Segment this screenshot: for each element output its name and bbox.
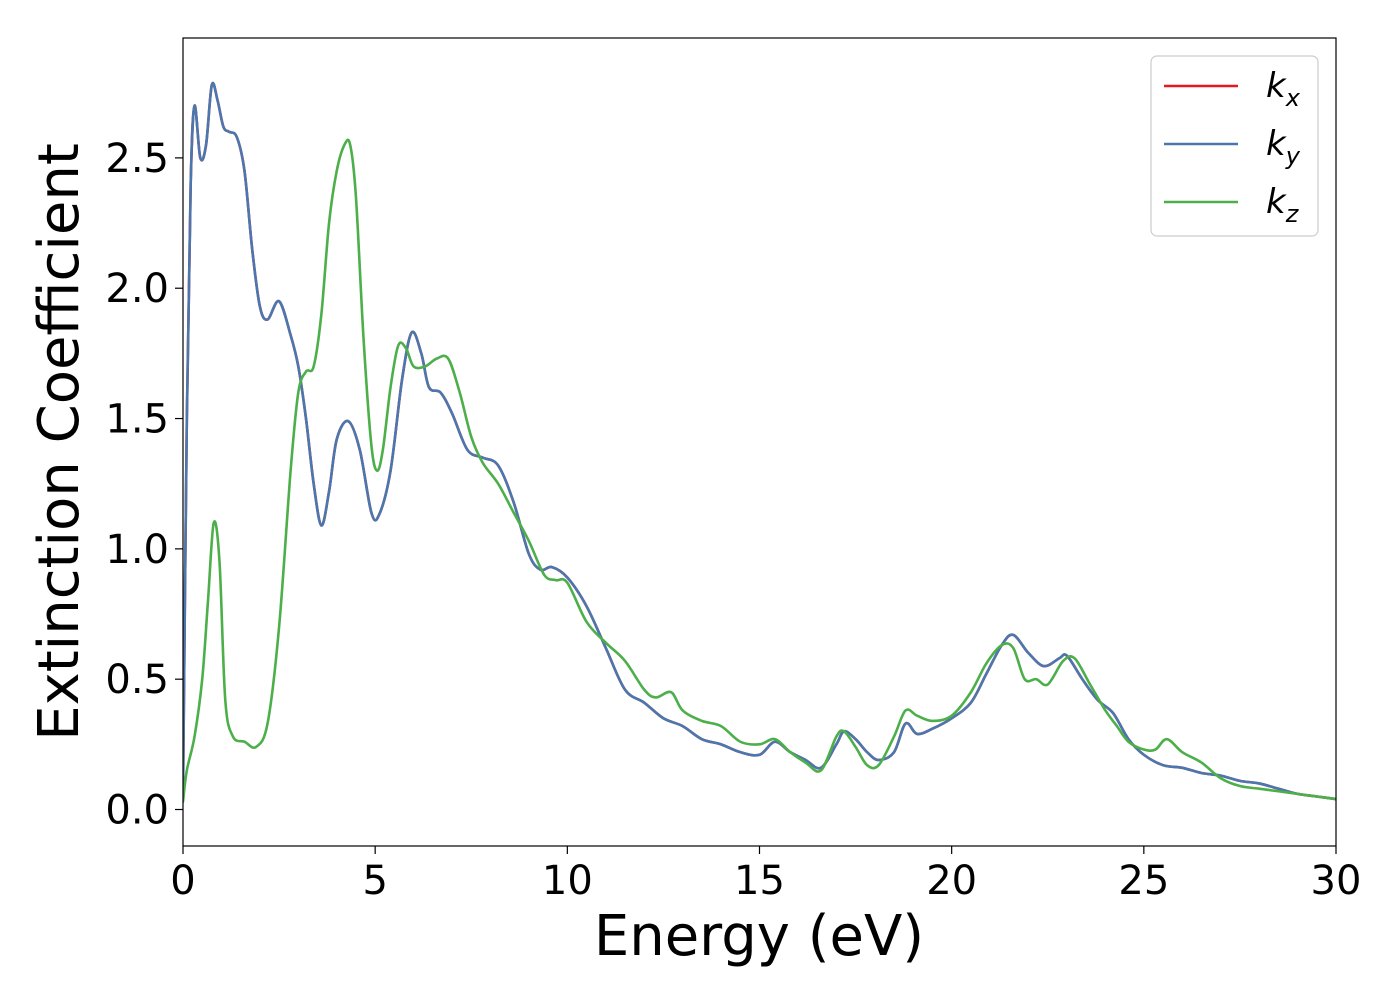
y-tick-label: 2.5 — [105, 136, 169, 182]
y-tick-label: 1.5 — [105, 397, 169, 443]
legend-label-subscript: x — [1285, 84, 1301, 112]
y-tick-label: 0.5 — [105, 657, 169, 703]
legend-label-y: ky — [1266, 124, 1301, 170]
x-axis: 0 5 10 15 20 25 30 — [170, 846, 1361, 904]
legend-box — [1150, 55, 1319, 237]
legend-label-z: kz — [1266, 182, 1300, 228]
legend-label-subscript: y — [1285, 142, 1301, 170]
y-tick-label: 1.0 — [105, 527, 169, 573]
legend-label-subscript: z — [1285, 200, 1300, 228]
y-axis: 0.0 0.5 1.0 1.5 2.0 2.5 — [105, 136, 183, 834]
x-tick-label: 10 — [542, 858, 593, 904]
series-layer — [183, 81, 1336, 803]
x-tick-label: 15 — [734, 858, 785, 904]
x-tick-label: 0 — [170, 858, 195, 904]
x-tick-label: 25 — [1118, 858, 1169, 904]
x-tick-label: 20 — [926, 858, 977, 904]
legend-label-x: kx — [1266, 66, 1301, 112]
y-axis-title: Extinction Coefficient — [27, 143, 92, 741]
x-tick-label: 5 — [362, 858, 387, 904]
y-tick-label: 0.0 — [105, 788, 169, 834]
x-tick-label: 30 — [1311, 858, 1362, 904]
plot-area — [183, 38, 1336, 846]
series-line-z — [183, 138, 1336, 803]
legend-label-base: k — [1266, 182, 1287, 222]
y-tick-label: 2.0 — [105, 266, 169, 312]
legend-label-base: k — [1266, 66, 1287, 106]
legend-label-base: k — [1266, 124, 1287, 164]
x-axis-title: Energy (eV) — [594, 904, 924, 969]
